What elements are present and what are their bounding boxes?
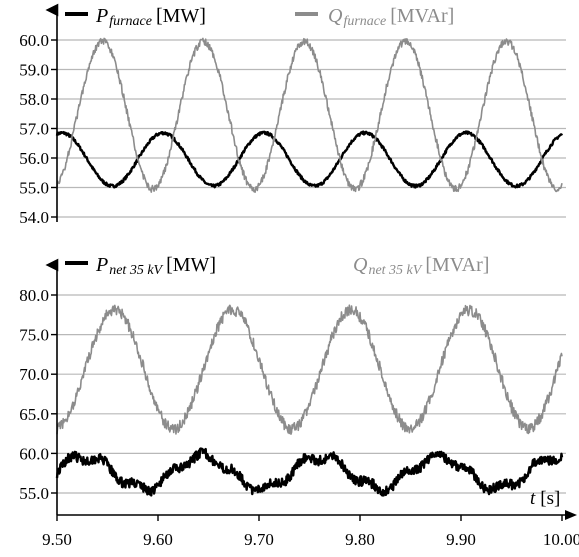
bottom-chart: 80.0 75.0 70.0 65.0 60.0 55.0 9.50 9.60 9.70 9.8… <box>19 254 579 549</box>
y-tick-label: 58.0 <box>19 90 49 109</box>
legend-item-p-furnace: Pfurnace [MW] <box>65 5 206 29</box>
series-line-p <box>55 130 564 189</box>
x-tick-label: 9.50 <box>42 530 72 549</box>
y-tick-label: 75.0 <box>19 326 49 345</box>
legend-label-p-furnace: Pfurnace [MW] <box>95 5 206 29</box>
y-tick-label: 70.0 <box>19 365 49 384</box>
y-tick-label: 56.0 <box>19 149 49 168</box>
series-line-p <box>55 447 564 497</box>
y-tick-label: 80.0 <box>19 286 49 305</box>
legend-label-p-net: Pnet 35 kV [MW] <box>95 254 216 278</box>
legend-label-q-furnace: Qfurnace [MVAr] <box>328 5 454 29</box>
x-tick-labels: 9.50 9.60 9.70 9.80 9.90 10.00 <box>42 515 579 549</box>
x-axis-label: t [s] <box>530 488 560 509</box>
top-series <box>55 37 564 194</box>
x-tick-label: 9.60 <box>143 530 173 549</box>
bottom-series <box>55 304 564 497</box>
top-grid <box>51 39 566 218</box>
y-tick-label: 59.0 <box>19 61 49 80</box>
legend-item-p-net: Pnet 35 kV [MW] <box>65 254 216 278</box>
bottom-y-tick-labels: 80.0 75.0 70.0 65.0 60.0 55.0 <box>19 286 49 503</box>
top-chart: 60.0 59.0 58.0 57.0 56.0 55.0 54.0 Pfurnace [MW… <box>19 3 566 227</box>
y-tick-label: 55.0 <box>19 179 49 198</box>
legend-item-q-furnace: Qfurnace [MVAr] <box>295 5 454 29</box>
top-y-tick-labels: 60.0 59.0 58.0 57.0 56.0 55.0 54.0 <box>19 31 49 227</box>
series-line-q <box>56 37 563 194</box>
y-tick-label: 60.0 <box>19 31 49 50</box>
series-line-q <box>56 304 563 435</box>
x-tick-label: 10.00 <box>543 530 579 549</box>
legend-label-q-net: Qnet 35 kV [MVAr] <box>353 254 489 278</box>
y-tick-label: 65.0 <box>19 405 49 424</box>
top-legend: Pfurnace [MW] Qfurnace [MVAr] <box>65 5 454 29</box>
x-tick-label: 9.90 <box>446 530 476 549</box>
x-axis-arrow <box>565 510 577 520</box>
x-tick-label: 9.70 <box>244 530 274 549</box>
bottom-grid <box>51 294 566 494</box>
y-tick-label: 57.0 <box>19 120 49 139</box>
x-tick-label: 9.80 <box>345 530 375 549</box>
bottom-legend: Pnet 35 kV [MW] Qnet 35 kV [MVAr] <box>65 254 489 278</box>
y-tick-label: 54.0 <box>19 208 49 227</box>
y-tick-label: 55.0 <box>19 484 49 503</box>
y-tick-label: 60.0 <box>19 444 49 463</box>
legend-item-q-net: Qnet 35 kV [MVAr] <box>353 254 489 278</box>
